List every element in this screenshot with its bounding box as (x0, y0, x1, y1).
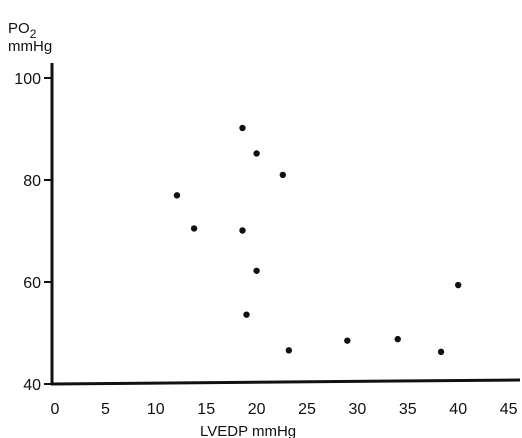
x-tick-label: 0 (51, 401, 60, 418)
y-tick-label: 60 (23, 275, 41, 292)
x-tick-label: 25 (298, 401, 316, 418)
y-axis-label-subscript: 2 (30, 27, 37, 41)
y-tick-label: 80 (23, 173, 41, 190)
data-point (394, 335, 401, 343)
y-tick-label: 40 (23, 377, 41, 394)
x-tick-label: 35 (399, 401, 417, 418)
x-tick-label: 15 (197, 401, 215, 418)
x-tick-label: 5 (101, 401, 110, 418)
data-point (173, 192, 181, 199)
data-point (455, 281, 462, 289)
data-point (239, 227, 246, 234)
y-axis-label: PO2 (8, 20, 37, 41)
x-ticks: 0 5 10 15 20 25 30 35 40 45 (51, 401, 518, 418)
data-point (279, 171, 287, 179)
y-axis-label-main: PO (8, 20, 30, 37)
data-point (243, 311, 250, 318)
data-point (253, 267, 260, 274)
y-axis-unit-label: mmHg (8, 38, 52, 55)
x-tick-label: 40 (449, 401, 467, 418)
data-point (344, 337, 351, 344)
data-point (239, 124, 246, 132)
x-tick-label: 10 (147, 401, 165, 418)
axes (50, 63, 521, 386)
data-point (285, 347, 293, 354)
x-tick-label: 30 (349, 401, 367, 418)
y-tick-label: 100 (14, 71, 41, 88)
x-tick-label: 20 (248, 401, 266, 418)
data-point (437, 348, 445, 356)
data-point (253, 150, 260, 157)
x-axis-line (50, 378, 521, 386)
data-points (173, 124, 462, 356)
data-point (190, 225, 198, 232)
x-tick-label: 45 (500, 401, 518, 418)
y-ticks: 40 60 80 100 (14, 71, 52, 394)
x-axis-label: LVEDP mmHg (200, 423, 296, 438)
